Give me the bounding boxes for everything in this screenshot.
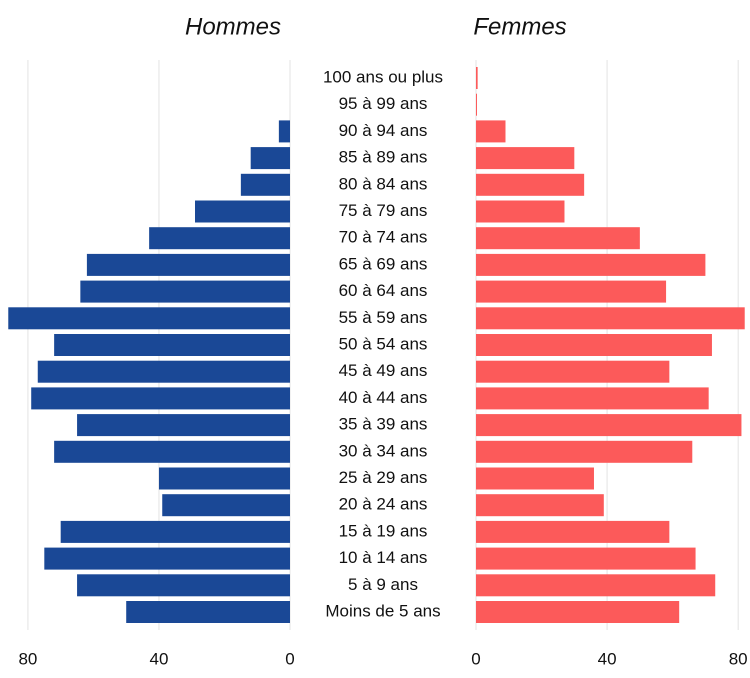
bar: [476, 520, 670, 543]
category-label: 55 à 59 ans: [339, 308, 428, 327]
category-label: 5 à 9 ans: [348, 575, 418, 594]
bar: [149, 227, 290, 250]
category-label: 20 à 24 ans: [339, 495, 428, 514]
category-label: 60 à 64 ans: [339, 281, 428, 300]
bar: [476, 547, 696, 570]
bar: [158, 467, 290, 490]
category-label: 15 à 19 ans: [339, 521, 428, 540]
bar: [37, 360, 290, 383]
bar: [476, 601, 680, 623]
bar: [476, 494, 604, 517]
x-tick-label: 80: [18, 649, 37, 668]
chart-title: Hommes: [185, 13, 281, 40]
bar: [476, 227, 640, 250]
category-label: 40 à 44 ans: [339, 388, 428, 407]
category-label: 10 à 14 ans: [339, 548, 428, 567]
x-tick-label: 0: [471, 649, 480, 668]
bar: [476, 467, 594, 490]
bar: [476, 334, 712, 356]
bar: [162, 494, 290, 517]
category-label: 75 à 79 ans: [339, 201, 428, 220]
bar: [476, 307, 745, 330]
category-label: 85 à 89 ans: [339, 148, 428, 167]
bar: [77, 574, 290, 597]
bar: [476, 120, 506, 143]
bar: [54, 440, 290, 463]
category-label: 45 à 49 ans: [339, 361, 428, 380]
bar: [77, 414, 290, 437]
bar: [60, 520, 291, 543]
bar: [250, 147, 290, 170]
x-tick-label: 40: [150, 649, 169, 668]
bar: [476, 173, 585, 196]
bar: [476, 360, 670, 383]
category-label: Moins de 5 ans: [325, 601, 440, 620]
bar: [195, 200, 290, 223]
category-label: 35 à 39 ans: [339, 415, 428, 434]
bar: [476, 280, 667, 303]
bar: [54, 334, 290, 356]
bar: [44, 547, 290, 570]
x-tick-label: 0: [285, 649, 294, 668]
category-label: 25 à 29 ans: [339, 468, 428, 487]
bar: [476, 574, 716, 597]
bar: [8, 307, 291, 330]
bar: [476, 67, 478, 89]
bar: [240, 173, 290, 196]
bar: [31, 387, 290, 410]
category-label: 95 à 99 ans: [339, 94, 428, 113]
bar: [476, 200, 565, 223]
x-tick-label: 40: [598, 649, 617, 668]
bar: [476, 93, 477, 116]
category-label: 30 à 34 ans: [339, 441, 428, 460]
bar: [476, 253, 706, 276]
bar: [476, 440, 693, 463]
category-label: 80 à 84 ans: [339, 174, 428, 193]
category-label: 70 à 74 ans: [339, 228, 428, 247]
bar: [278, 120, 290, 143]
category-label: 50 à 54 ans: [339, 334, 428, 353]
x-tick-label: 80: [729, 649, 748, 668]
bar: [476, 414, 742, 437]
bar: [86, 253, 291, 276]
chart-title: Femmes: [473, 13, 566, 40]
bar: [476, 147, 575, 170]
bar: [476, 387, 709, 410]
bar: [126, 601, 290, 623]
category-label: 90 à 94 ans: [339, 121, 428, 140]
category-label: 100 ans ou plus: [323, 67, 443, 86]
category-label: 65 à 69 ans: [339, 254, 428, 273]
bar: [80, 280, 291, 303]
